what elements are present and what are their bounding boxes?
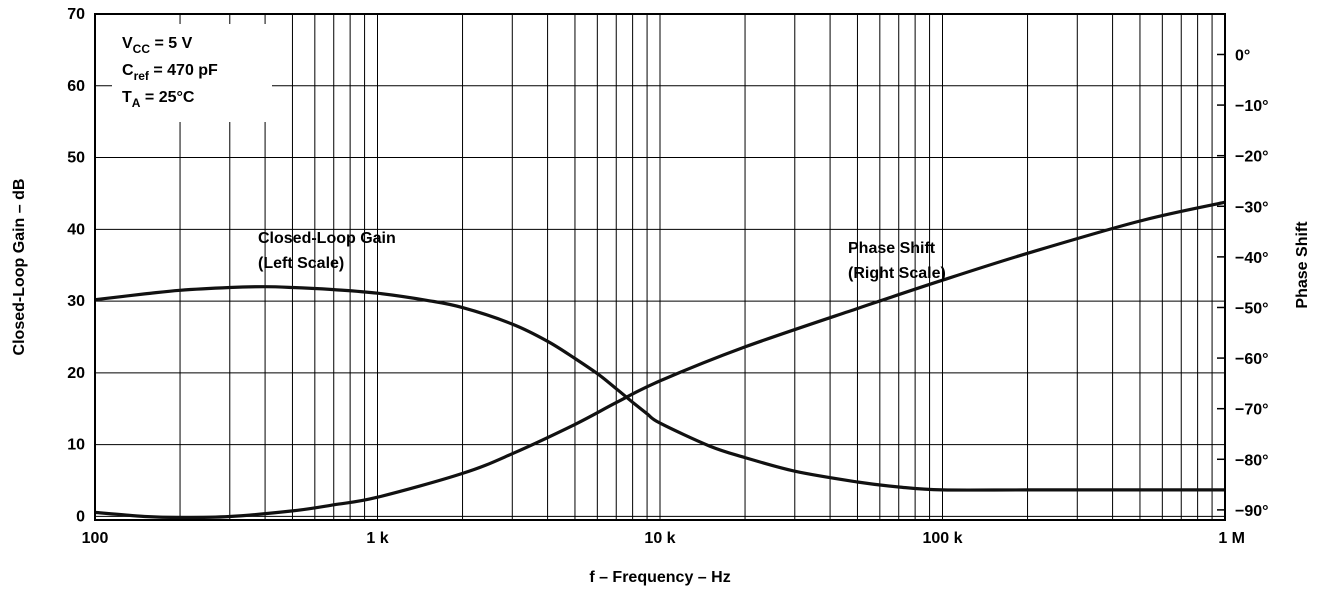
phase-tick-label: −80° <box>1235 452 1269 469</box>
axis-labels: 0 10 20 30 40 50 60 70 0° −10° −20° −30° −40° −50° −60… <box>11 6 1311 586</box>
right-axis-title: Phase Shift <box>1294 221 1311 309</box>
gain-tick-label: 30 <box>67 293 85 310</box>
phase-shift-line <box>94 200 1226 520</box>
frequency-tick-label: 100 k <box>922 530 962 547</box>
phase-tick-label: −20° <box>1235 149 1269 166</box>
closed-loop-gain-line <box>94 285 1225 492</box>
x-axis-title: f – Frequency – Hz <box>589 569 730 586</box>
phase-tick-label: −30° <box>1235 199 1269 216</box>
series-lines <box>94 200 1226 520</box>
phase-tick-label: −70° <box>1235 402 1269 419</box>
phase-tick-label: −90° <box>1235 503 1269 520</box>
gain-tick-label: 60 <box>67 78 85 95</box>
conditions-box <box>112 24 272 122</box>
condition-line: Cref = 470 pF <box>122 62 218 83</box>
gain-tick-label: 40 <box>67 221 85 238</box>
gain-tick-label: 20 <box>67 365 85 382</box>
condition-line: VCC = 5 V <box>122 35 193 56</box>
left-axis-title: Closed-Loop Gain – dB <box>11 179 28 356</box>
phase-tick-label: 0° <box>1235 47 1250 64</box>
test-conditions: VCC = 5 V Cref = 470 pF TA = 25°C <box>122 35 218 110</box>
frequency-tick-label: 100 <box>82 530 109 547</box>
frequency-tick-label: 1 M <box>1218 530 1245 547</box>
phase-tick-label: −60° <box>1235 351 1269 368</box>
gain-tick-label: 70 <box>67 6 85 23</box>
plot-frame <box>94 13 1226 521</box>
frequency-tick-label: 10 k <box>644 530 675 547</box>
curve-annotations: Closed-Loop Gain (Left Scale) Phase Shift(… <box>258 230 946 282</box>
phase-tick-label: −10° <box>1235 98 1269 115</box>
closed-loop-gain-annotation: Closed-Loop Gain (Left Scale) <box>258 230 396 272</box>
condition-line: TA = 25°C <box>122 89 195 110</box>
phase-tick-label: −40° <box>1235 250 1269 267</box>
gain-tick-label: 10 <box>67 437 85 454</box>
phase-shift-annotation: Phase Shift (Right Scale) <box>848 240 946 282</box>
phase-tick-label: −50° <box>1235 300 1269 317</box>
gain-tick-label: 50 <box>67 150 85 167</box>
frequency-tick-label: 1 k <box>366 530 388 547</box>
gain-tick-label: 0 <box>76 508 85 525</box>
